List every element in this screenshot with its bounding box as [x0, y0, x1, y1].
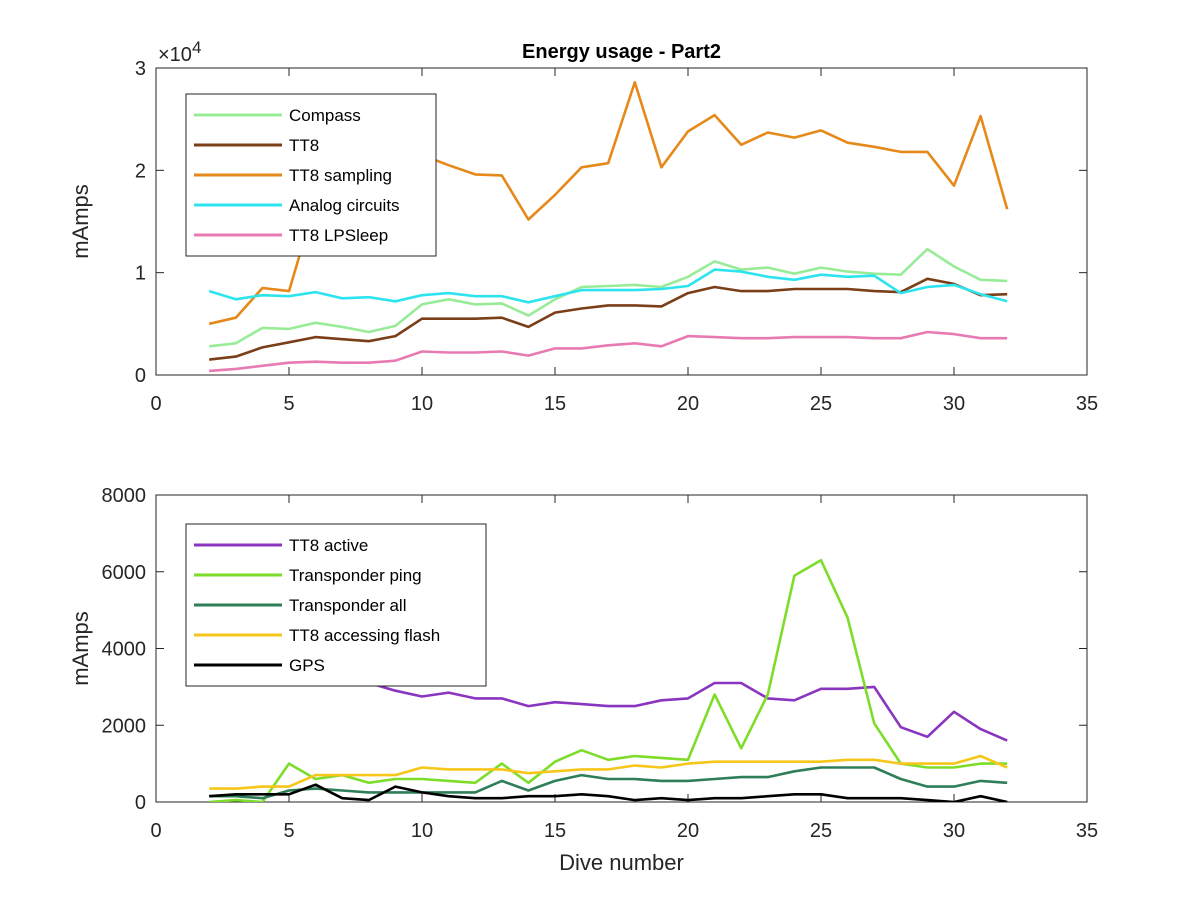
x-tick-label: 10 — [411, 820, 433, 842]
x-tick-label: 35 — [1076, 820, 1098, 842]
series-line-tt8-lpsleep — [209, 330, 1008, 373]
y-tick-label: 2 — [135, 160, 146, 182]
y-tick-label: 0 — [135, 792, 146, 814]
legend: TT8 active Transponder ping Transponder al… — [185, 523, 487, 687]
legend-label: Compass — [289, 106, 361, 125]
x-tick-label: 5 — [283, 820, 294, 842]
legend-label: TT8 accessing flash — [289, 626, 440, 645]
legend: Compass TT8 TT8 sampling Analog circuits TT8… — [185, 93, 437, 257]
x-tick-label: 20 — [677, 820, 699, 842]
y-tick-label: 4000 — [102, 639, 147, 661]
y-tick-label: 2000 — [102, 715, 147, 737]
series-line-compass — [209, 247, 1008, 348]
legend-label: Transponder ping — [289, 566, 422, 585]
x-tick-label: 20 — [677, 393, 699, 415]
y-tick-label: 8000 — [102, 485, 147, 507]
series-line-tt8-accessing-flash — [209, 754, 1008, 790]
series-line-tt8 — [209, 277, 1008, 361]
series-line-gps — [209, 783, 1008, 802]
x-tick-label: 10 — [411, 393, 433, 415]
x-tick-label: 35 — [1076, 393, 1098, 415]
legend-label: Transponder all — [289, 596, 407, 615]
bottom-chart: 0 5 10 15 20 25 30 35 0 2000 4000 6000 8000 mAmps Dive… — [68, 485, 1098, 875]
y-exponent-base: ×10 — [158, 44, 192, 66]
y-exponent-power: 4 — [192, 38, 201, 57]
legend-label: TT8 sampling — [289, 166, 392, 185]
x-tick-label: 25 — [810, 820, 832, 842]
y-tick-label: 0 — [135, 365, 146, 387]
legend-label: TT8 — [289, 136, 319, 155]
x-tick-label: 0 — [150, 393, 161, 415]
x-tick-label: 15 — [544, 820, 566, 842]
legend-label: TT8 active — [289, 536, 368, 555]
legend-label: Analog circuits — [289, 196, 400, 215]
y-tick-label: 3 — [135, 58, 146, 80]
x-tick-label: 30 — [943, 820, 965, 842]
y-tick-label: 6000 — [102, 562, 147, 584]
x-tick-label: 30 — [943, 393, 965, 415]
x-axis-label: Dive number — [559, 850, 684, 875]
x-tick-label: 25 — [810, 393, 832, 415]
series-line-analog-circuits — [208, 268, 1008, 304]
top-chart: 0 5 10 15 20 25 30 35 0 1 2 3 ×104 Energy usage - Par… — [68, 38, 1098, 415]
legend-label: GPS — [289, 656, 325, 675]
x-tick-label: 5 — [283, 393, 294, 415]
y-axis-label: mAmps — [68, 184, 93, 259]
y-exponent-label: ×104 — [158, 38, 201, 66]
x-tick-label: 0 — [150, 820, 161, 842]
y-axis-label: mAmps — [68, 611, 93, 686]
series-line-transponder-all — [209, 766, 1008, 800]
y-tick-label: 1 — [135, 263, 146, 285]
x-tick-label: 15 — [544, 393, 566, 415]
chart-title: Energy usage - Part2 — [522, 41, 721, 63]
legend-label: TT8 LPSleep — [289, 226, 388, 245]
